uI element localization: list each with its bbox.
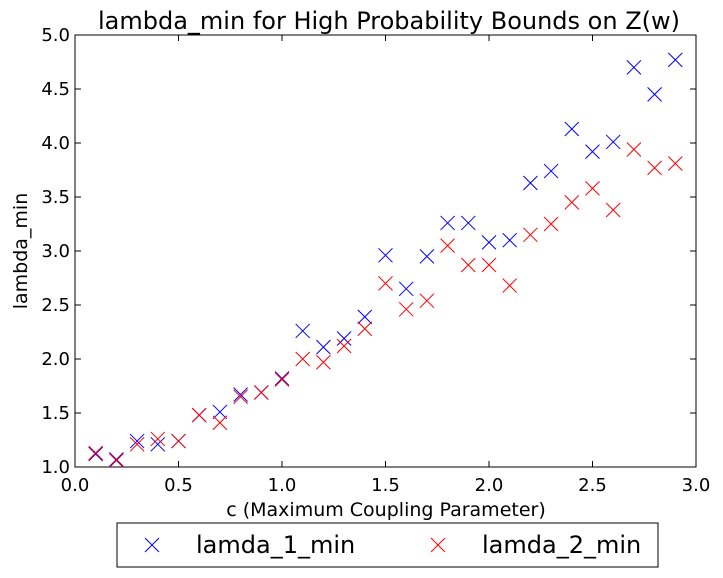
data-point — [336, 338, 352, 354]
data-point — [150, 436, 166, 452]
legend-entry: lamda_2_min — [430, 531, 641, 559]
y-tick-label: 1.5 — [41, 403, 70, 424]
data-point — [336, 331, 352, 346]
data-point — [647, 160, 662, 176]
data-point — [212, 404, 228, 420]
data-point — [274, 372, 290, 387]
data-point — [523, 227, 538, 243]
data-point — [398, 301, 414, 317]
data-point — [109, 453, 124, 468]
data-point — [295, 351, 311, 367]
data-point — [585, 181, 600, 196]
x-tick-label: 2.5 — [578, 475, 607, 496]
legend-label: lamda_2_min — [482, 531, 641, 559]
legend-marker — [430, 537, 446, 553]
y-tick-label: 4.0 — [41, 133, 70, 154]
plot-frame — [74, 34, 697, 468]
data-point — [564, 195, 580, 210]
data-point — [129, 436, 145, 452]
data-point — [150, 431, 166, 447]
data-point — [440, 238, 455, 253]
data-point — [626, 142, 642, 157]
data-point — [543, 163, 559, 179]
data-point — [88, 446, 104, 462]
y-axis-label: lambda_min — [10, 193, 32, 310]
x-tick-label: 1.5 — [371, 475, 400, 496]
x-tick-label: 0.0 — [61, 475, 90, 496]
data-point — [378, 276, 393, 291]
y-tick-label: 3.5 — [41, 187, 70, 208]
data-point — [667, 52, 683, 68]
data-point — [440, 215, 455, 231]
series-lamda_2_min — [88, 142, 683, 468]
y-tick-label: 3.0 — [41, 241, 70, 262]
data-point — [667, 156, 683, 171]
data-point — [253, 385, 269, 400]
data-point — [316, 354, 331, 370]
x-tick-label: 1.0 — [268, 475, 297, 496]
y-tick-label: 2.0 — [41, 349, 70, 370]
legend-label: lamda_1_min — [196, 531, 355, 559]
data-point — [171, 433, 186, 449]
data-point — [357, 309, 373, 325]
legend-marker — [144, 537, 160, 553]
data-point — [274, 371, 290, 386]
legend-entry: lamda_1_min — [144, 531, 355, 559]
data-point — [605, 134, 621, 150]
data-point — [647, 87, 662, 102]
data-point — [212, 415, 228, 431]
data-point — [233, 387, 248, 402]
data-point — [605, 202, 621, 218]
x-tick-label: 2.0 — [475, 475, 504, 496]
data-point — [626, 60, 642, 75]
data-point — [357, 321, 373, 337]
chart-title: lambda_min for High Probability Bounds o… — [98, 7, 680, 35]
data-point — [502, 232, 518, 248]
y-tick-label: 2.5 — [41, 295, 70, 316]
plot-area: 0.0 0.5 1.0 1.5 2.0 2.5 3.0 1.0 1.5 2.0 2.5 3.0 3.5 4… — [41, 25, 710, 496]
legend: lamda_1_min lamda_2_min — [116, 522, 659, 568]
data-point — [419, 249, 435, 264]
data-point — [460, 215, 476, 231]
data-point — [481, 257, 497, 273]
data-point — [88, 445, 104, 461]
data-point — [233, 389, 248, 405]
y-tick-label: 4.5 — [41, 79, 70, 100]
data-point — [316, 339, 331, 355]
data-point — [543, 216, 559, 232]
x-tick-label: 0.5 — [164, 475, 193, 496]
axis-ticks: 0.0 0.5 1.0 1.5 2.0 2.5 3.0 1.0 1.5 2.0 2.5 3.0 3.5 4… — [41, 25, 710, 496]
data-point — [481, 235, 497, 250]
y-tick-label: 5.0 — [41, 25, 70, 46]
y-tick-label: 1.0 — [41, 457, 70, 478]
data-marks — [88, 52, 683, 468]
data-point — [564, 121, 580, 137]
x-axis-label: c (Maximum Coupling Parameter) — [226, 499, 546, 521]
data-point — [378, 247, 393, 263]
data-point — [295, 323, 311, 339]
data-point — [109, 452, 124, 467]
data-point — [419, 293, 435, 309]
data-point — [129, 433, 145, 449]
data-point — [523, 175, 538, 191]
data-point — [502, 278, 518, 293]
legend-frame — [116, 522, 659, 568]
x-tick-label: 3.0 — [682, 475, 711, 496]
data-point — [585, 144, 600, 159]
data-point — [191, 407, 207, 423]
data-point — [460, 257, 476, 273]
data-point — [398, 281, 414, 297]
